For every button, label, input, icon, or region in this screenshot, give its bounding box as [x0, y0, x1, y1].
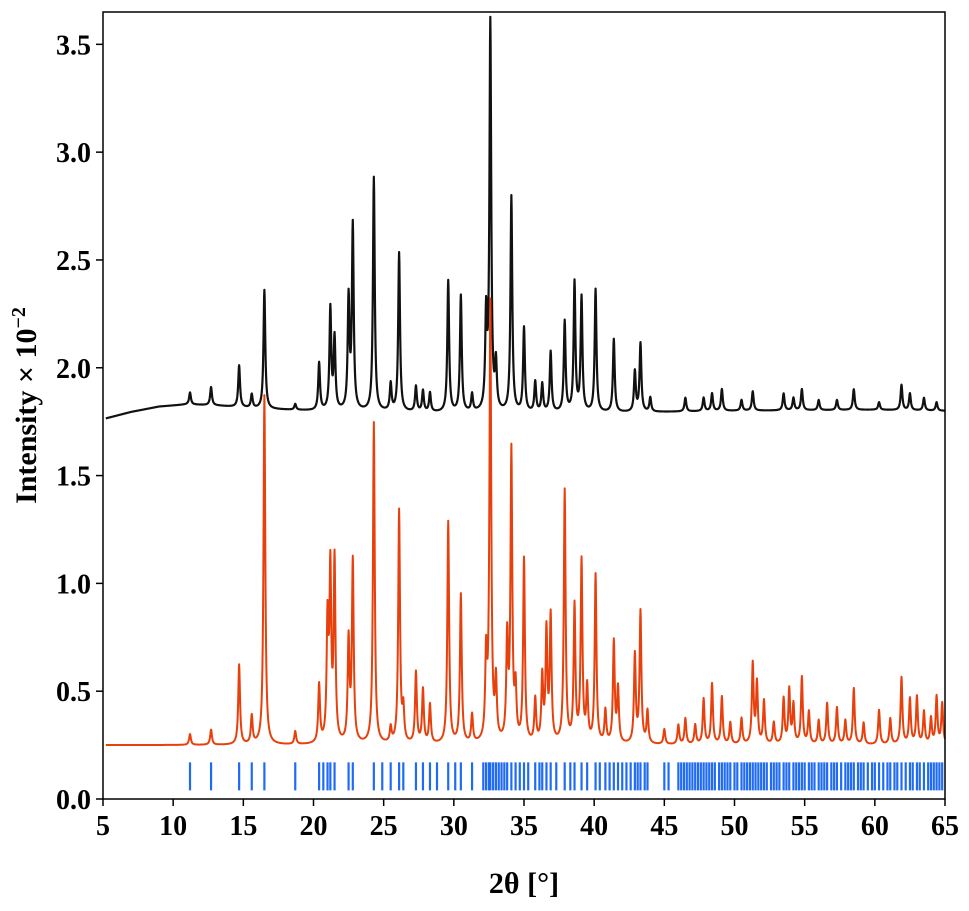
- y-tick-label-5: 2.5: [56, 246, 91, 277]
- x-tick-label-2: 15: [229, 811, 257, 842]
- x-tick-label-6: 35: [510, 811, 538, 842]
- x-tick-label-8: 45: [650, 811, 678, 842]
- y-tick-label-6: 3.0: [56, 138, 91, 169]
- x-tick-label-9: 50: [721, 811, 749, 842]
- x-tick-label-7: 40: [580, 811, 608, 842]
- y-tick-label-0: 0.0: [56, 785, 91, 816]
- x-tick-label-11: 60: [861, 811, 889, 842]
- x-axis-ticks: 5 10 15 20 25 30 35 40 45 50 55 60 65: [96, 799, 959, 842]
- y-axis-title: Intensity × 10−2: [8, 307, 43, 504]
- x-tick-label-0: 5: [96, 811, 110, 842]
- reflection-tick-group: [188, 762, 944, 791]
- y-tick-label-2: 1.0: [56, 569, 91, 600]
- y-tick-label-4: 2.0: [56, 354, 91, 385]
- y-axis-title-exponent: −2: [8, 307, 30, 328]
- y-tick-label-3: 1.5: [56, 462, 91, 493]
- x-tick-label-3: 20: [300, 811, 328, 842]
- y-axis-title-main: Intensity × 10: [10, 328, 43, 503]
- x-tick-label-1: 10: [159, 811, 187, 842]
- x-tick-label-12: 65: [931, 811, 959, 842]
- series-group: [104, 15, 946, 747]
- y-tick-label-1: 0.5: [56, 677, 91, 708]
- x-tick-label-10: 55: [791, 811, 819, 842]
- x-tick-label-5: 30: [440, 811, 468, 842]
- x-tick-label-4: 25: [370, 811, 398, 842]
- series-line-1: [105, 297, 946, 747]
- y-axis-ticks: 0.0 0.5 1.0 1.5 2.0 2.5 3.0 3.5: [56, 30, 103, 816]
- y-tick-label-7: 3.5: [56, 30, 91, 61]
- series-line-0: [104, 15, 946, 420]
- x-axis-title: 2θ [°]: [489, 867, 559, 900]
